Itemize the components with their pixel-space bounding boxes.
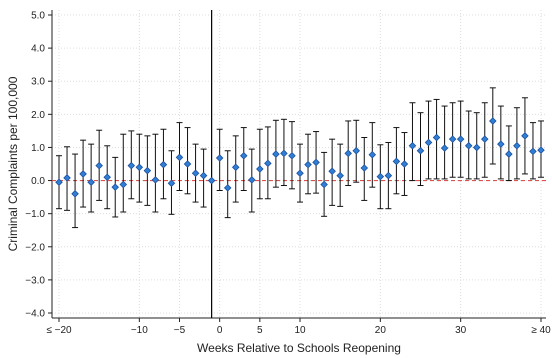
point-estimate: [240, 151, 248, 160]
y-tick-label: −4.0: [25, 309, 45, 320]
point-estimate: [328, 167, 336, 176]
x-tick-label: ≥ 40: [531, 325, 551, 336]
point-estimate: [521, 132, 529, 140]
x-tick-label: 20: [375, 325, 387, 336]
point-estimate: [183, 160, 192, 168]
point-estimate: [440, 144, 449, 152]
point-estimate: [135, 163, 144, 172]
point-estimate: [199, 171, 208, 180]
point-estimate: [464, 142, 473, 150]
point-estimate: [448, 135, 457, 143]
y-tick-label: −3.0: [25, 275, 45, 286]
y-tick-label: −2.0: [25, 242, 45, 253]
point-estimate: [344, 149, 352, 158]
point-estimate: [392, 157, 401, 166]
point-estimate: [151, 176, 160, 184]
x-tick-label: −5: [174, 325, 186, 336]
point-estimate: [175, 153, 184, 162]
x-tick-label: 10: [294, 325, 306, 336]
point-estimate: [288, 151, 296, 160]
reference-lines: [52, 10, 546, 318]
point-estimate: [223, 184, 232, 192]
point-estimate: [248, 176, 256, 184]
axes: [48, 10, 546, 322]
tick-labels: −4.0 −3.0 −2.0 −1.0 0.0 1.0 2.0 3.0 4.0 5.0 ≤ −20 −…: [25, 11, 551, 337]
point-estimate: [384, 171, 393, 180]
y-tick-label: 5.0: [31, 11, 45, 22]
point-estimate: [264, 159, 272, 168]
y-axis-title: Criminal Complaints per 100,000: [6, 76, 20, 251]
point-estimate: [336, 171, 344, 180]
x-tick-label: −10: [131, 325, 148, 336]
point-estimate: [119, 180, 128, 189]
x-tick-label: ≤ −20: [46, 325, 72, 336]
point-estimate: [167, 179, 176, 187]
point-estimate: [529, 147, 537, 156]
point-estimate: [55, 178, 63, 186]
point-estimate: [280, 149, 288, 158]
point-estimate: [408, 142, 417, 150]
point-estimates: [55, 117, 545, 198]
point-estimate: [489, 117, 497, 125]
point-estimate: [63, 174, 71, 182]
point-estimate: [79, 170, 87, 178]
point-estimate: [456, 135, 465, 143]
point-estimate: [111, 183, 119, 191]
point-estimate: [256, 165, 264, 173]
point-estimate: [352, 146, 360, 155]
point-estimate: [432, 133, 441, 142]
point-estimate: [513, 142, 521, 150]
point-estimate: [312, 158, 320, 167]
point-estimate: [272, 150, 280, 158]
y-tick-label: 0.0: [31, 176, 45, 187]
point-estimate: [207, 176, 216, 185]
point-estimate: [400, 160, 409, 168]
grid-lines: [52, 10, 546, 318]
y-tick-label: 1.0: [31, 143, 45, 154]
x-axis-title: Weeks Relative to Schools Reopening: [197, 341, 401, 355]
point-estimate: [215, 154, 224, 162]
point-estimate: [87, 178, 95, 186]
point-estimate: [304, 160, 312, 169]
point-estimate: [368, 150, 377, 159]
point-estimate: [424, 138, 433, 147]
error-bars: [56, 87, 544, 229]
point-estimate: [231, 163, 240, 172]
point-estimate: [416, 146, 425, 155]
y-tick-label: 3.0: [31, 77, 45, 88]
x-tick-label: 30: [455, 325, 467, 336]
point-estimate: [127, 161, 136, 170]
point-estimate: [497, 140, 505, 148]
point-estimate: [296, 169, 304, 178]
point-estimate: [159, 160, 168, 169]
point-estimate: [481, 135, 489, 143]
point-estimate: [472, 143, 481, 152]
point-estimate: [143, 166, 152, 175]
point-estimate: [71, 190, 79, 198]
y-tick-label: 2.0: [31, 110, 45, 121]
y-tick-label: 4.0: [31, 44, 45, 55]
point-estimate: [376, 172, 385, 181]
point-estimate: [505, 150, 513, 158]
point-estimate: [320, 180, 328, 189]
x-tick-label: 5: [257, 325, 263, 336]
point-estimate: [95, 161, 103, 170]
point-estimate: [103, 173, 111, 182]
y-tick-label: −1.0: [25, 209, 45, 220]
point-estimate: [537, 146, 545, 154]
point-estimate: [360, 164, 369, 172]
point-estimate: [191, 169, 200, 178]
x-tick-label: 0: [217, 325, 223, 336]
